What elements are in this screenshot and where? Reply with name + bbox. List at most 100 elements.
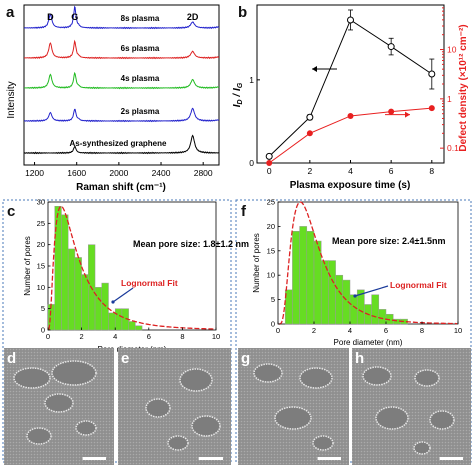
hist-xtick-label: 4 xyxy=(113,332,117,341)
hist-c-fit-label: Lognormal Fit xyxy=(121,278,178,288)
raman-series-label: As-synthesized graphene xyxy=(70,139,167,148)
micrograph-tile xyxy=(352,348,471,465)
scale-bar xyxy=(82,457,106,460)
hist-ytick-label: 10 xyxy=(37,283,45,292)
raman-ylabel: Intensity xyxy=(6,81,17,118)
defect-point xyxy=(428,105,435,112)
raman-series-label: 6s plasma xyxy=(121,44,160,53)
hist-xtick-label: 2 xyxy=(80,332,84,341)
pore-outline xyxy=(191,415,221,437)
hist-xtick-label: 8 xyxy=(180,332,184,341)
hist-bar xyxy=(371,294,380,325)
raman-series-label: 8s plasma xyxy=(121,14,160,23)
b-ltick-label: 0 xyxy=(249,158,254,168)
left-dotted-border xyxy=(2,199,232,463)
fit-pointer-head xyxy=(353,294,357,298)
id-ig-ylabel: ID / IG xyxy=(232,82,244,107)
pore-outline xyxy=(362,366,392,386)
hist-bar xyxy=(61,214,69,331)
hist-bar xyxy=(299,226,308,325)
b-xtick-label: 0 xyxy=(267,166,272,176)
pore-outline xyxy=(429,410,455,430)
pore-outline xyxy=(13,367,51,389)
hist-bar xyxy=(135,325,143,331)
hist-ytick-label: 25 xyxy=(37,219,45,228)
pore-outline xyxy=(75,420,97,436)
lognormal-fit-curve xyxy=(278,201,458,325)
b-xtick-label: 2 xyxy=(307,166,312,176)
panel-label-b: b xyxy=(238,4,248,21)
hist-xtick-label: 8 xyxy=(420,326,424,335)
panel-label-h: h xyxy=(355,350,365,367)
pore-outline xyxy=(299,367,333,389)
hist-ytick-label: 20 xyxy=(37,240,45,249)
right-axis-arrowhead xyxy=(405,111,410,118)
hist-bar xyxy=(378,309,387,325)
hist-c-annotation: Mean pore size: 1.8±1.2 nm xyxy=(133,239,249,249)
plasma-xlabel: Plasma exposure time (s) xyxy=(290,180,411,191)
panel-label-c: c xyxy=(7,203,16,220)
panel-label-f: f xyxy=(241,203,246,220)
hist-ytick-label: 20 xyxy=(267,222,275,231)
defect-density-ylabel: Defect density (×10¹² cm⁻²) xyxy=(458,24,469,151)
defect-frame xyxy=(256,4,445,164)
raman-peak-label: 2D xyxy=(187,12,199,22)
raman-trace xyxy=(23,107,219,123)
raman-frame xyxy=(23,4,220,166)
defect-point xyxy=(347,112,354,119)
id-ig-point xyxy=(306,113,314,121)
pore-outline xyxy=(413,441,431,455)
raman-xtick-label: 2000 xyxy=(109,168,128,178)
pore-outline xyxy=(375,406,409,430)
left-axis-arrowhead xyxy=(312,66,317,73)
hist-bar xyxy=(108,312,116,331)
hist-c-ylabel: Number of pores xyxy=(23,236,32,296)
fit-pointer-arrow xyxy=(112,287,134,303)
pore-outline xyxy=(51,360,97,386)
hist-f-fit-label: Lognormal Fit xyxy=(390,280,447,290)
raman-trace xyxy=(23,5,220,30)
hist-f-xlabel: Pore diameter (nm) xyxy=(334,338,403,347)
hist-ytick-label: 15 xyxy=(37,262,45,271)
hist-ytick-label: 0 xyxy=(271,320,275,329)
raman-peak-label: G xyxy=(71,12,78,22)
pore-outline xyxy=(26,427,52,445)
hist-xtick-label: 6 xyxy=(384,326,388,335)
hist-ytick-label: 0 xyxy=(41,326,45,335)
hist-xtick-label: 10 xyxy=(454,326,462,335)
b-ltick-label: 1 xyxy=(249,75,254,85)
raman-series-label: 4s plasma xyxy=(121,74,160,83)
hist-xtick-label: 6 xyxy=(147,332,151,341)
panel-label-g: g xyxy=(241,350,251,367)
raman-panel: As-synthesized graphene 2s plasma 4s plasm… xyxy=(6,4,220,193)
hist-ytick-label: 15 xyxy=(267,246,275,255)
pore-outline xyxy=(414,369,440,387)
b-rtick-label: 10 xyxy=(447,45,457,55)
raman-xtick-label: 2400 xyxy=(152,168,171,178)
pore-outline xyxy=(274,406,312,430)
raman-series-label: 2s plasma xyxy=(121,107,160,116)
scale-bar xyxy=(198,457,223,460)
hist-bar xyxy=(328,260,336,325)
hist-ytick-label: 30 xyxy=(37,198,45,207)
raman-trace xyxy=(24,71,220,90)
scale-bar xyxy=(439,457,463,460)
hist-bar xyxy=(54,206,62,331)
hist-xtick-label: 10 xyxy=(212,332,220,341)
hist-bar xyxy=(114,308,123,331)
scale-bar xyxy=(317,457,341,460)
hist-ytick-label: 5 xyxy=(41,304,45,313)
panel-label-d: d xyxy=(7,350,17,367)
hist-bar xyxy=(292,231,300,325)
b-rtick-label: 0.1 xyxy=(447,143,459,153)
b-xtick-label: 6 xyxy=(389,166,394,176)
b-xtick-label: 4 xyxy=(348,166,353,176)
pore-outline xyxy=(167,435,189,451)
fit-pointer-head xyxy=(111,300,115,304)
hist-ytick-label: 5 xyxy=(271,295,275,304)
pore-outline xyxy=(145,398,171,418)
hist-f-annotation: Mean pore size: 2.4±1.5nm xyxy=(332,236,445,246)
hist-bar xyxy=(335,274,344,325)
defect-panel: 0 2 4 6 8 0 1 0.1 1 10 ID / IG Defect density (×1… xyxy=(232,4,469,191)
